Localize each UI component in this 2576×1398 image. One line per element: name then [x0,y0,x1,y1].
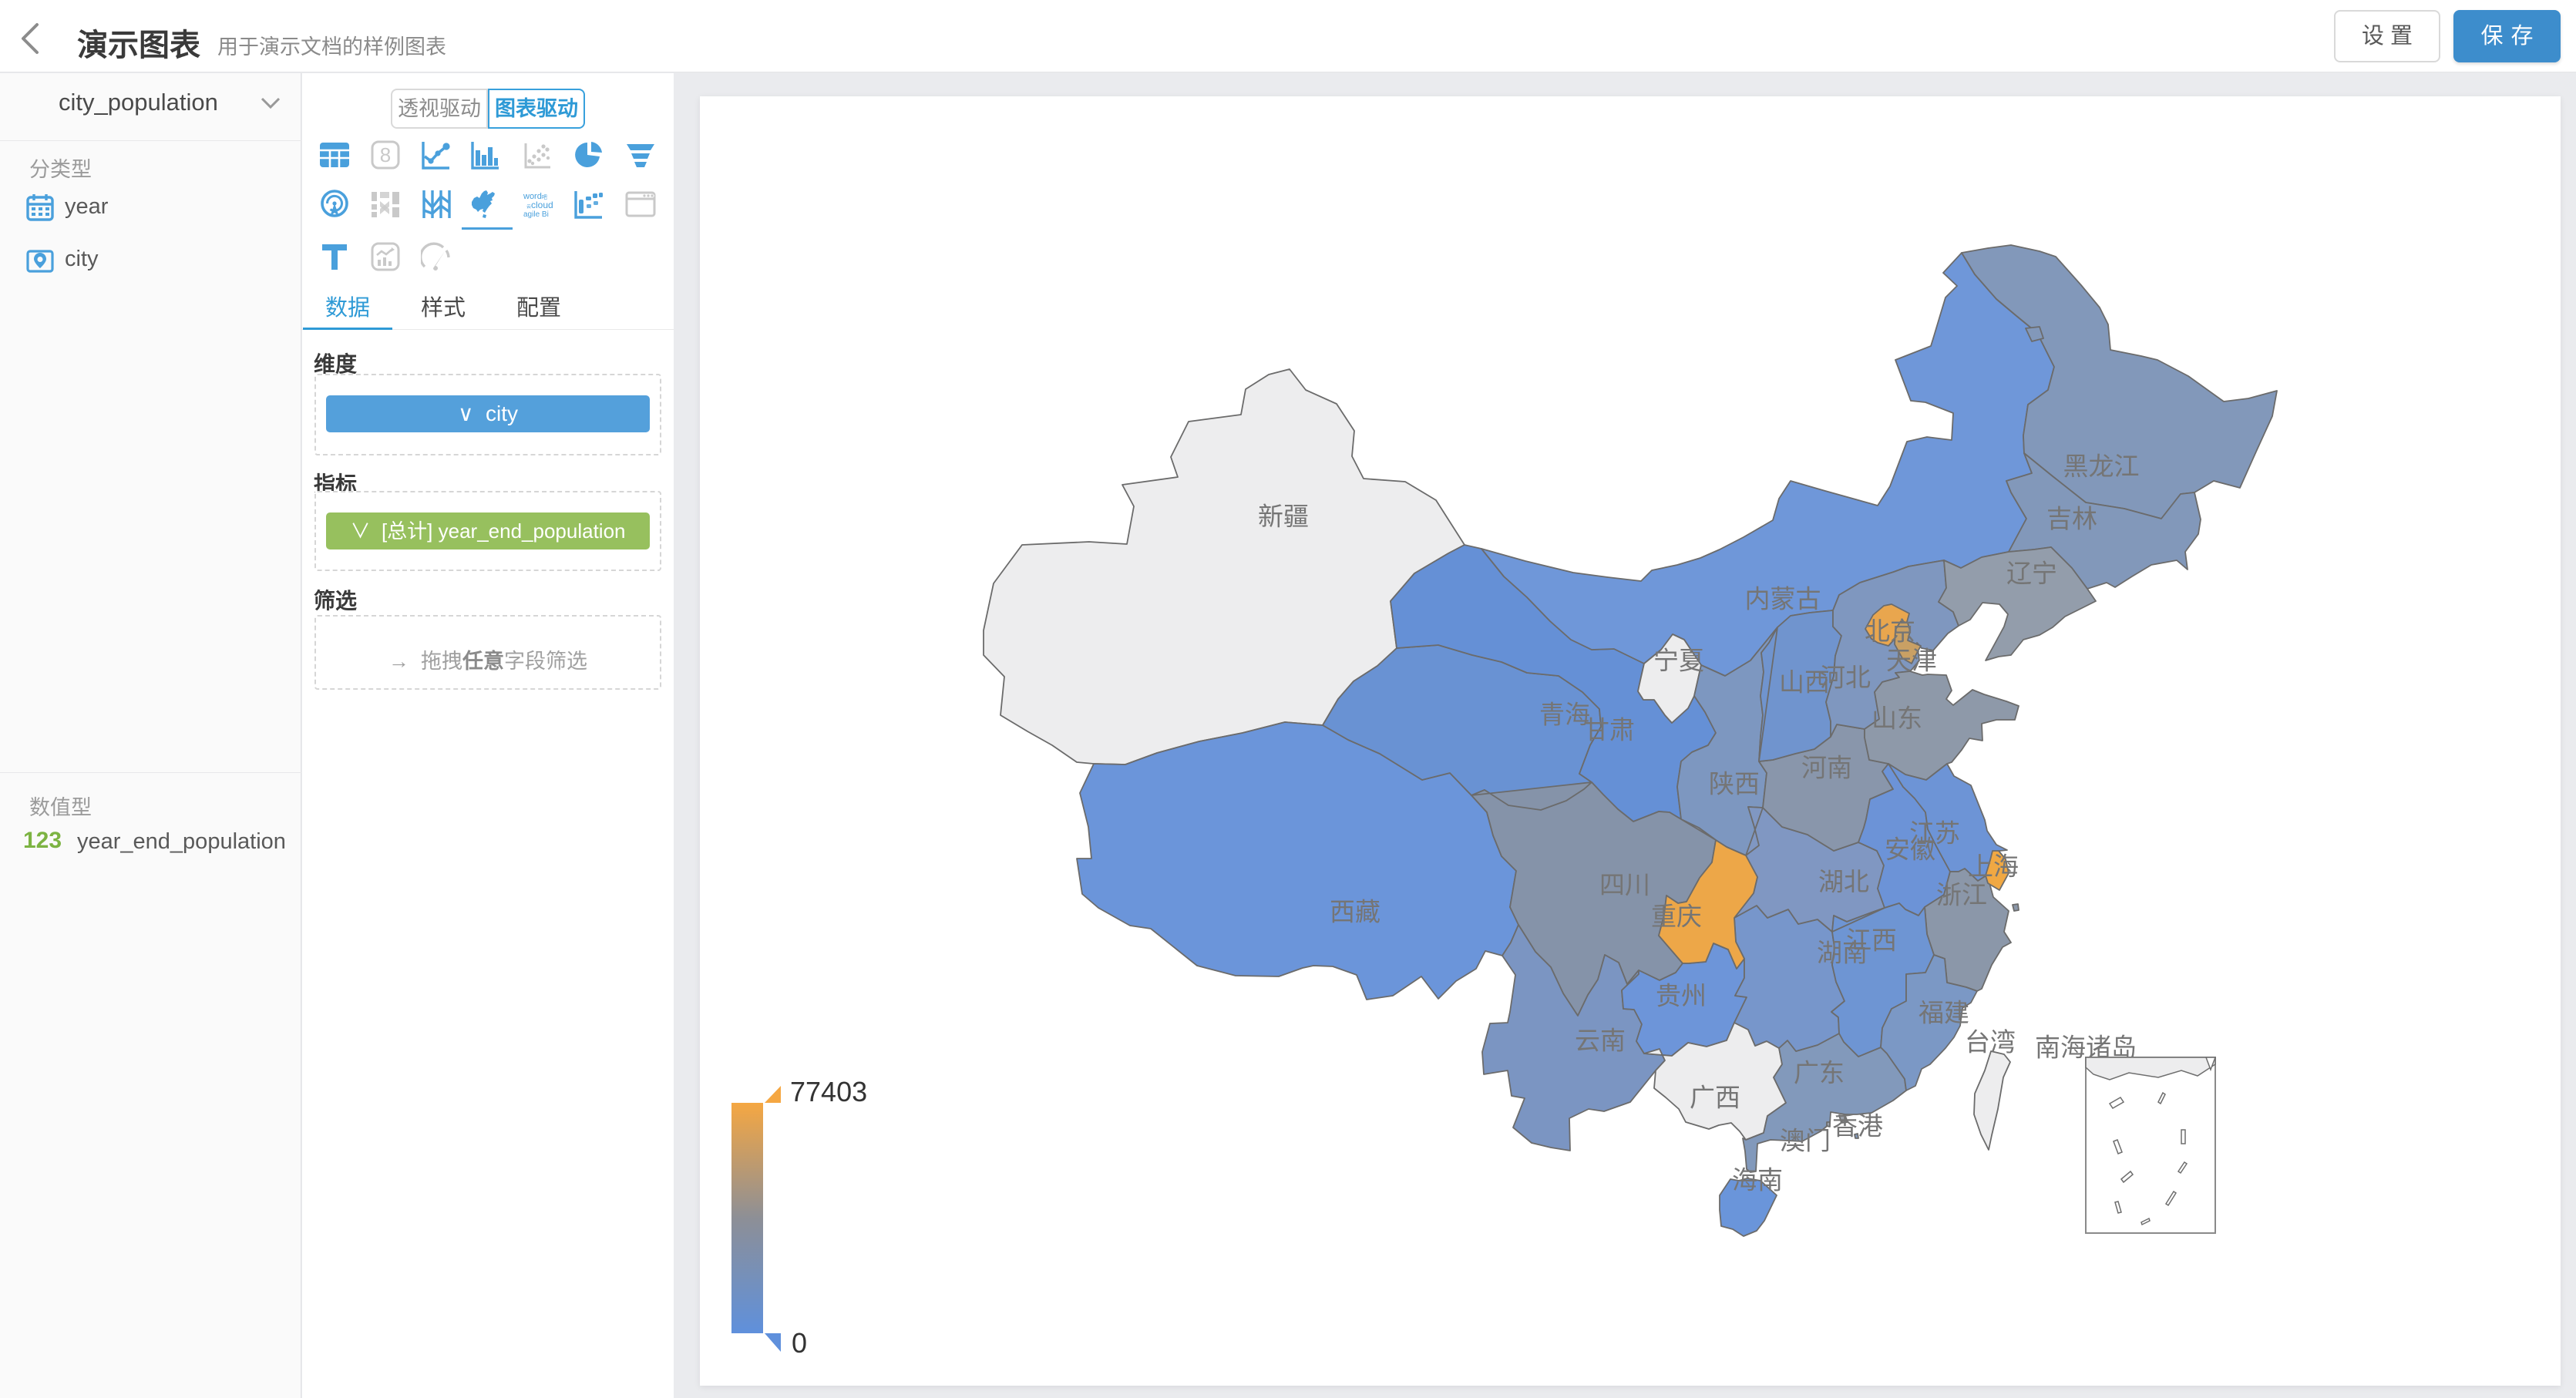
svg-text:word吧: word吧 [523,192,547,201]
svg-text:云cloud: 云cloud [526,200,553,210]
svg-text:8: 8 [380,143,391,166]
svg-text:agile Bi: agile Bi [523,210,549,219]
